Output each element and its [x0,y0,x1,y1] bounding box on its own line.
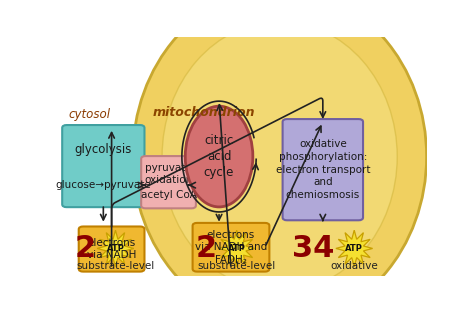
FancyBboxPatch shape [62,125,145,207]
Text: citric
acid
cycle: citric acid cycle [204,134,234,179]
Text: electrons
via NADH and
FADH₂: electrons via NADH and FADH₂ [195,230,267,265]
Text: glycolysis: glycolysis [74,143,132,156]
Text: 2: 2 [75,234,96,263]
Text: ATP: ATP [228,244,246,253]
Text: mitochondrion: mitochondrion [153,106,255,119]
Polygon shape [219,230,255,267]
Text: substrate-level: substrate-level [198,261,276,271]
Ellipse shape [162,21,397,292]
FancyBboxPatch shape [141,156,196,208]
Text: cytosol: cytosol [68,108,110,121]
Text: acetyl CoA: acetyl CoA [141,190,197,200]
Text: 2: 2 [196,234,217,263]
Text: oxidative
phosphorylation:
electron transport
and
chemiosmosis: oxidative phosphorylation: electron tran… [275,139,370,200]
Text: 34: 34 [292,234,335,263]
Text: ATP: ATP [107,244,124,253]
FancyBboxPatch shape [192,223,269,272]
Text: substrate-level: substrate-level [76,261,155,271]
Text: oxidative: oxidative [330,261,378,271]
FancyBboxPatch shape [79,227,145,272]
Text: ATP: ATP [345,244,363,253]
Ellipse shape [185,106,253,207]
Ellipse shape [133,0,427,310]
Polygon shape [97,230,134,267]
Text: electrons
via NADH: electrons via NADH [87,238,137,260]
FancyBboxPatch shape [283,119,363,220]
Text: pyruvate
oxidation: pyruvate oxidation [145,163,192,185]
Text: glucose→pyruvate: glucose→pyruvate [55,180,151,190]
Polygon shape [336,230,373,267]
